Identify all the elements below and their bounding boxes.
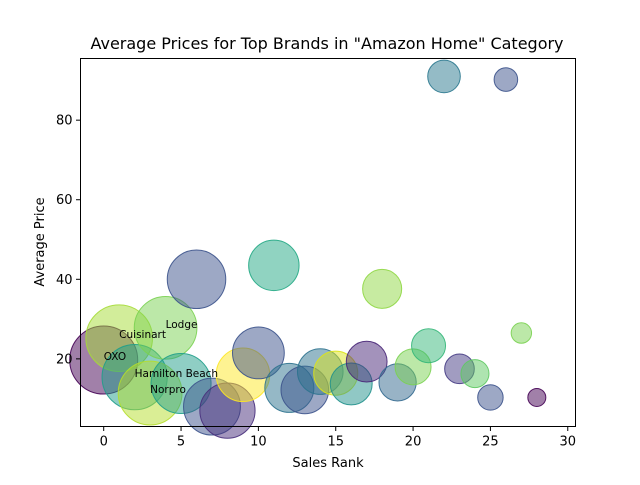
bubble-point-24 (460, 359, 490, 389)
bubble-point-25 (477, 384, 504, 411)
bubble-label-4: Lodge (166, 319, 198, 331)
y-tick-label-2: 60 (56, 193, 73, 208)
y-tick-label-3: 80 (56, 114, 73, 129)
x-axis-label: Sales Rank (292, 456, 364, 471)
chart-title: Average Prices for Top Brands in "Amazon… (90, 34, 563, 53)
bubbles-layer (69, 59, 547, 439)
x-tick-label-2: 10 (250, 435, 267, 450)
bubble-point-17 (345, 340, 388, 383)
bubble-label-0: OXO (104, 351, 126, 363)
x-axis-ticks: 0 5 10 15 20 25 30 (100, 426, 576, 450)
bubble-point-10 (231, 326, 285, 380)
x-tick-label-6: 30 (559, 435, 576, 450)
x-tick-label-0: 0 (100, 435, 108, 450)
plot-frame (80, 58, 576, 427)
y-axis-label: Average Price (33, 197, 48, 286)
x-tick-label-4: 20 (405, 435, 422, 450)
bubble-point-21 (411, 328, 447, 364)
x-tick-label-3: 15 (327, 435, 344, 450)
bubble-point-18 (362, 268, 403, 309)
bubble-point-26 (493, 67, 519, 92)
annotations-layer: OXO Cuisinart Hamilton Beach Norpro Lodge (104, 319, 218, 396)
bubble-point-27 (510, 322, 533, 344)
bubble-point-11 (248, 239, 300, 292)
bubble-label-3: Norpro (150, 384, 186, 396)
bubble-label-2: Hamilton Beach (135, 368, 218, 380)
bubble-point-22 (427, 59, 461, 94)
x-tick-label-5: 25 (482, 435, 499, 450)
y-axis-ticks: 20 40 60 80 (56, 114, 81, 367)
y-tick-label-1: 40 (56, 273, 73, 288)
y-tick-label-0: 20 (56, 352, 73, 367)
bubble-label-1: Cuisinart (119, 329, 166, 341)
bubble-point-6 (166, 249, 227, 310)
bubble-point-28 (527, 387, 547, 407)
x-tick-label-1: 5 (177, 435, 185, 450)
